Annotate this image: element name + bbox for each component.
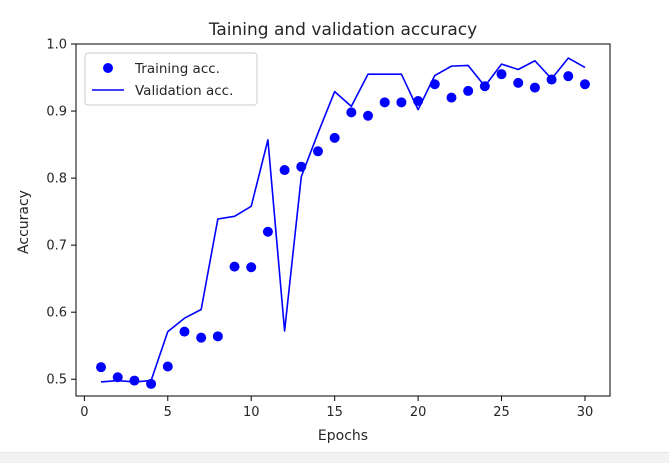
training-acc-point <box>279 165 290 176</box>
training-acc-point <box>579 79 590 90</box>
x-tick-label: 30 <box>577 405 594 420</box>
training-acc-point <box>396 97 407 108</box>
training-acc-point <box>379 97 390 108</box>
training-acc-point <box>329 132 340 143</box>
chart-title: Taining and validation accuracy <box>208 20 477 40</box>
y-tick-label: 0.7 <box>46 239 67 254</box>
legend: Training acc. Validation acc. <box>84 52 258 106</box>
bottom-strip <box>0 452 669 463</box>
training-acc-point <box>463 85 474 96</box>
axes-frame <box>75 43 611 397</box>
validation-acc-line <box>100 57 586 383</box>
legend-box <box>84 52 258 106</box>
training-acc-point <box>212 331 223 342</box>
plot-area <box>96 57 590 389</box>
x-tick-label: 20 <box>410 405 427 420</box>
training-acc-point <box>363 110 374 121</box>
ticks: 0 5 10 15 20 25 30 0.5 0.6 0.7 0.8 0.9 1.0 <box>46 38 593 421</box>
y-tick-label: 0.5 <box>46 373 67 388</box>
training-acc-point <box>312 146 323 157</box>
training-acc-point <box>346 107 357 118</box>
x-tick-label: 5 <box>164 405 172 420</box>
legend-label-validation: Validation acc. <box>135 83 233 99</box>
y-axis-label: Accuracy <box>16 190 32 254</box>
training-acc-point <box>246 262 257 273</box>
training-acc-point <box>96 362 107 373</box>
training-acc-point <box>262 226 273 237</box>
training-acc-point <box>563 71 574 82</box>
y-tick-label: 1.0 <box>46 38 67 53</box>
x-axis-label: Epochs <box>318 428 368 444</box>
training-acc-point <box>529 82 540 93</box>
training-acc-point <box>229 261 240 272</box>
training-acc-point <box>179 326 190 337</box>
legend-label-training: Training acc. <box>134 61 220 77</box>
legend-marker-training <box>103 63 113 73</box>
y-tick-label: 0.8 <box>46 172 67 187</box>
x-tick-label: 10 <box>243 405 260 420</box>
training-acc-point <box>112 372 123 383</box>
y-tick-label: 0.9 <box>46 105 67 120</box>
y-tick-label: 0.6 <box>46 306 67 321</box>
x-tick-label: 25 <box>493 405 510 420</box>
x-tick-label: 15 <box>326 405 343 420</box>
training-acc-point <box>129 375 140 386</box>
training-acc-point <box>446 92 457 103</box>
training-acc-point <box>162 361 173 372</box>
training-acc-point <box>513 77 524 88</box>
training-acc-point <box>496 69 507 80</box>
training-acc-point <box>196 332 207 343</box>
x-tick-label: 0 <box>80 405 88 420</box>
